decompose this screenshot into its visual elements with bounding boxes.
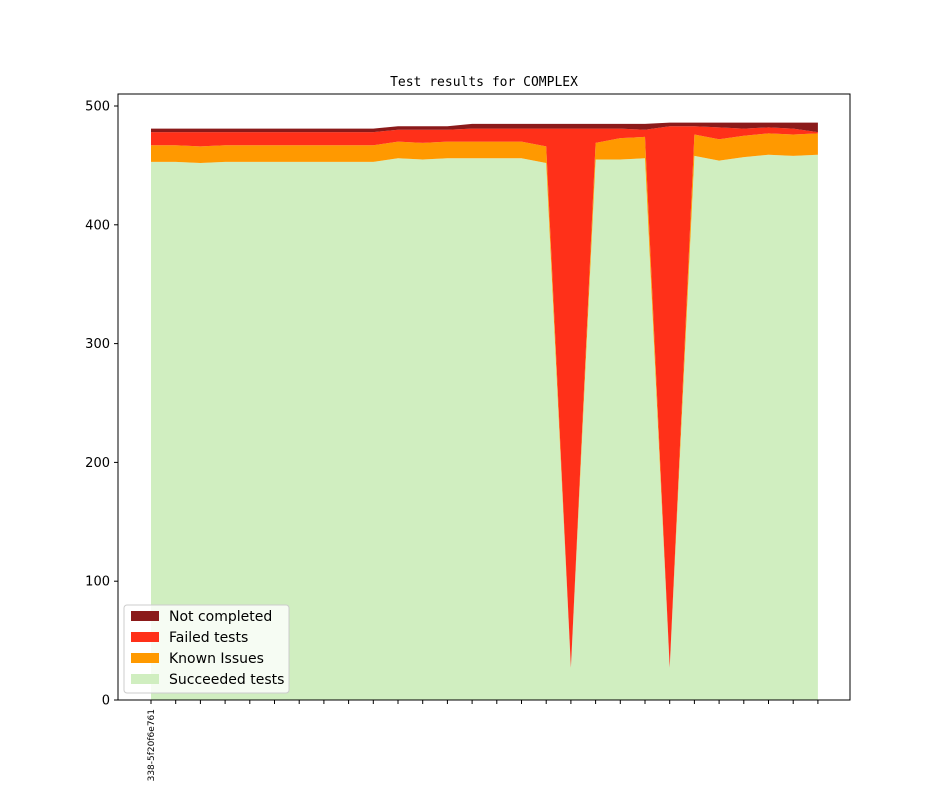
- y-tick-label: 400: [85, 218, 110, 233]
- legend-box: [123, 604, 290, 694]
- area-succeeded-tests: [151, 154, 818, 700]
- x-axis: 338-5f20f6e761: [147, 700, 819, 781]
- x-tick-label: 338-5f20f6e761: [147, 709, 157, 781]
- y-tick-label: 300: [85, 337, 110, 352]
- y-tick-label: 500: [85, 100, 110, 115]
- legend-swatch: [131, 632, 159, 642]
- y-tick-label: 0: [102, 694, 110, 709]
- legend-label: Known Issues: [169, 651, 264, 667]
- area-failed-tests: [151, 126, 818, 668]
- y-axis: 0 100 200 300 400 500: [85, 100, 118, 709]
- y-tick-label: 100: [85, 575, 110, 590]
- legend-label: Not completed: [169, 609, 272, 625]
- chart-title: Test results for COMPLEX: [390, 75, 578, 90]
- plot-frame: [117, 93, 851, 701]
- area-not-completed: [151, 122, 818, 133]
- legend-swatch: [131, 674, 159, 684]
- legend: Not completed Failed tests Known Issues Suc…: [123, 604, 290, 694]
- legend-label: Succeeded tests: [169, 672, 284, 688]
- legend-label: Failed tests: [169, 630, 248, 646]
- y-tick-label: 200: [85, 456, 110, 471]
- legend-swatch: [131, 653, 159, 663]
- area-layers: [151, 122, 818, 700]
- legend-swatch: [131, 611, 159, 621]
